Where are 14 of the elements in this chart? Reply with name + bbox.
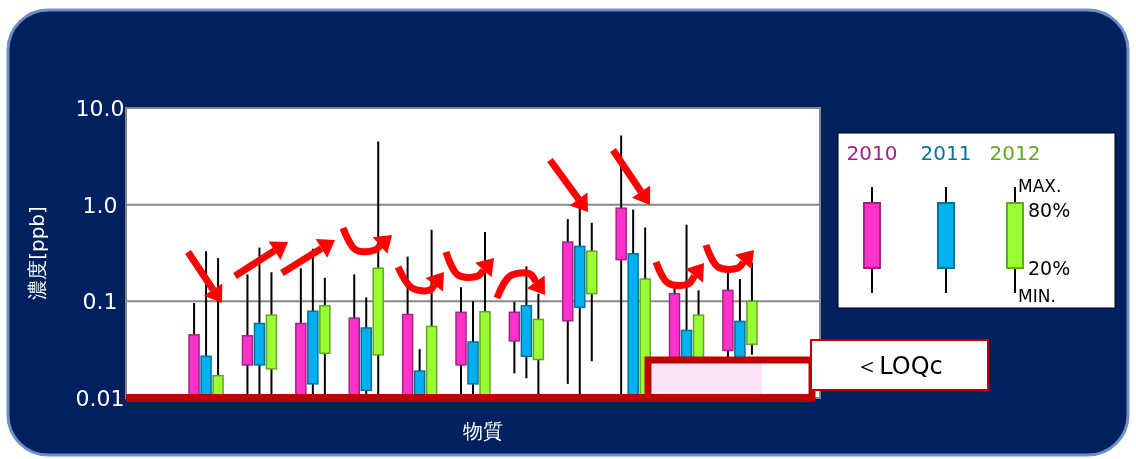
y-tick-label: 1.0 bbox=[82, 192, 118, 218]
y-tick-label: 0.01 bbox=[75, 386, 125, 411]
x-axis-title: 物質 bbox=[463, 419, 503, 443]
y-axis-title: 濃度[ppb] bbox=[25, 206, 49, 300]
text: ＜LOQc bbox=[855, 352, 943, 380]
text: 2011 bbox=[920, 141, 972, 165]
y-tick-label: 10.0 bbox=[75, 96, 125, 121]
text: 2012 bbox=[989, 141, 1041, 165]
text: MIN. bbox=[1018, 286, 1056, 306]
text: 2010 bbox=[846, 141, 898, 165]
text: MAX. bbox=[1018, 176, 1062, 196]
text: 80% bbox=[1028, 199, 1071, 221]
y-tick-label: 0.1 bbox=[82, 289, 118, 315]
text: 20% bbox=[1028, 257, 1071, 279]
